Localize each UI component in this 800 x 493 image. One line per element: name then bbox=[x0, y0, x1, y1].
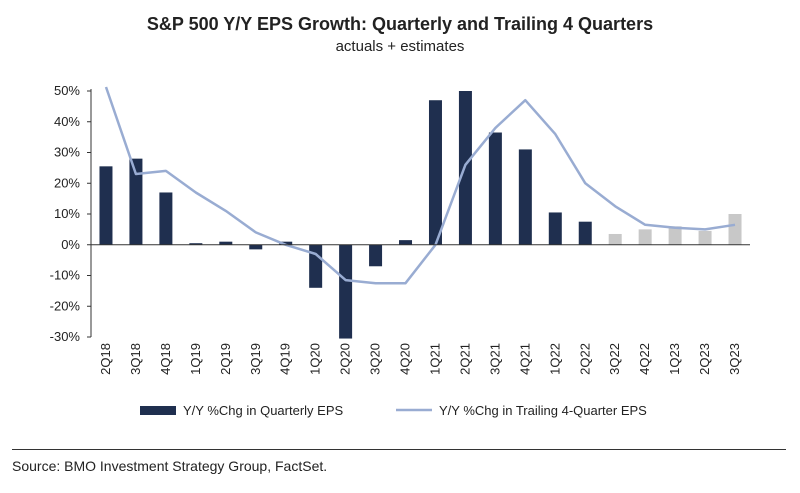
y-tick-label: 30% bbox=[54, 145, 80, 160]
bar-3q21 bbox=[488, 132, 502, 245]
x-tick-label: 2Q20 bbox=[338, 343, 353, 375]
y-tick-label: 20% bbox=[54, 175, 80, 190]
x-tick-label: 1Q20 bbox=[308, 343, 323, 375]
x-tick-label: 3Q21 bbox=[487, 343, 502, 375]
y-tick-label: -30% bbox=[50, 329, 81, 344]
x-tick-label: 2Q21 bbox=[457, 343, 472, 375]
x-tick-label: 3Q20 bbox=[368, 343, 383, 375]
legend: Y/Y %Chg in Quarterly EPS Y/Y %Chg in Tr… bbox=[140, 403, 647, 418]
x-tick-label: 2Q23 bbox=[697, 343, 712, 375]
source-note: Source: BMO Investment Strategy Group, F… bbox=[12, 458, 328, 474]
x-tick-label: 4Q22 bbox=[637, 343, 652, 375]
y-tick-label: 40% bbox=[54, 114, 80, 129]
bar-1q21 bbox=[428, 100, 442, 245]
bar-4q20 bbox=[399, 240, 413, 245]
bar-2q23 bbox=[698, 230, 712, 245]
x-tick-label: 3Q19 bbox=[248, 343, 263, 375]
x-tick-label: 1Q21 bbox=[427, 343, 442, 375]
bar-4q22 bbox=[638, 229, 652, 245]
legend-label-quarterly: Y/Y %Chg in Quarterly EPS bbox=[183, 403, 343, 418]
bar-4q18 bbox=[159, 192, 173, 245]
chart-title: S&P 500 Y/Y EPS Growth: Quarterly and Tr… bbox=[146, 14, 654, 34]
y-tick-label: -10% bbox=[50, 268, 81, 283]
x-tick-label: 2Q18 bbox=[98, 343, 113, 375]
bar-1q22 bbox=[548, 212, 562, 245]
y-tick-label: -20% bbox=[50, 298, 81, 313]
x-tick-label: 3Q22 bbox=[607, 343, 622, 375]
x-tick-label: 1Q22 bbox=[547, 343, 562, 375]
bar-2q18 bbox=[99, 166, 113, 245]
bar-1q19 bbox=[189, 243, 203, 245]
legend-swatch-quarterly bbox=[140, 406, 176, 415]
x-tick-label: 1Q23 bbox=[667, 343, 682, 375]
bar-3q18 bbox=[129, 158, 143, 245]
x-tick-label: 2Q19 bbox=[218, 343, 233, 375]
bar-1q23 bbox=[668, 226, 682, 245]
x-tick-label: 4Q21 bbox=[517, 343, 532, 375]
bar-3q23 bbox=[728, 214, 742, 245]
divider bbox=[12, 449, 786, 450]
x-tick-label: 2Q22 bbox=[577, 343, 592, 375]
bar-3q22 bbox=[608, 233, 622, 245]
x-tick-label: 3Q23 bbox=[727, 343, 742, 375]
bar-1q20 bbox=[309, 244, 323, 288]
trailing-eps-line bbox=[104, 86, 736, 285]
bar-3q20 bbox=[369, 244, 383, 267]
x-tick-label: 4Q20 bbox=[398, 343, 413, 375]
x-tick-label: 4Q19 bbox=[278, 343, 293, 375]
y-tick-label: 50% bbox=[54, 83, 80, 98]
bar-4q21 bbox=[518, 149, 532, 245]
x-tick-label: 1Q19 bbox=[188, 343, 203, 375]
bar-4q19 bbox=[279, 241, 293, 245]
bar-2q22 bbox=[578, 221, 592, 245]
bar-2q19 bbox=[219, 241, 233, 245]
bar-3q19 bbox=[249, 244, 263, 250]
legend-label-trailing: Y/Y %Chg in Trailing 4-Quarter EPS bbox=[439, 403, 647, 418]
bar-2q20 bbox=[339, 244, 353, 339]
x-tick-label: 3Q18 bbox=[128, 343, 143, 375]
chart-subtitle: actuals + estimates bbox=[335, 38, 465, 55]
y-tick-label: 0% bbox=[61, 237, 80, 252]
x-tick-label: 4Q18 bbox=[158, 343, 173, 375]
y-tick-label: 10% bbox=[54, 206, 80, 221]
